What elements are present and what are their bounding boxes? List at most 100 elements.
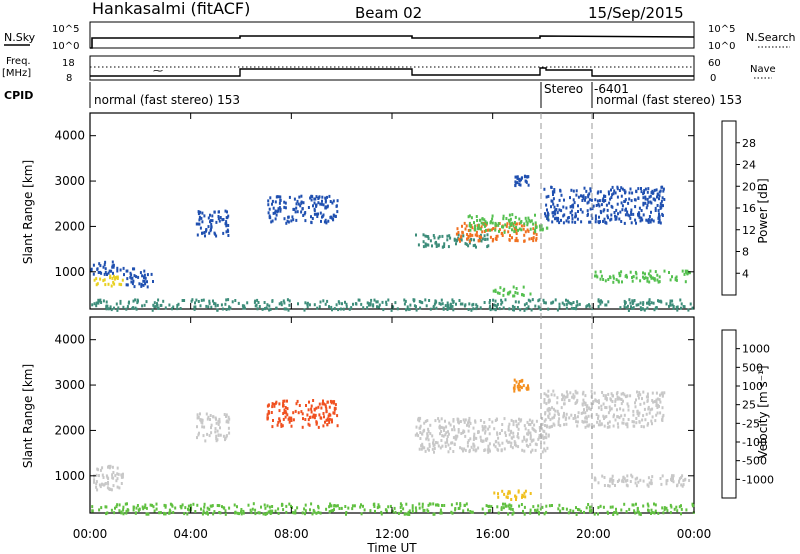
velocity-echo-r3: [295, 402, 298, 406]
velocity-echo-r1: [317, 504, 320, 508]
velocity-echo-r7: [563, 398, 566, 402]
velocity-echo-r1: [224, 512, 227, 516]
velocity-echo-r1: [647, 509, 650, 513]
power-echo-r3: [156, 302, 158, 306]
velocity-echo-r1: [534, 508, 536, 512]
power-echo-r8: [518, 217, 521, 221]
power-echo-r8: [528, 218, 531, 222]
power-echo-r11: [635, 189, 638, 193]
power-echo-r3: [640, 308, 643, 312]
velocity-echo-r3: [286, 407, 289, 411]
velocity-echo-r7: [597, 416, 599, 420]
velocity-echo-r2: [206, 432, 209, 436]
power-echo-r8: [483, 218, 486, 222]
velocity-echo-r1: [408, 513, 411, 516]
velocity-echo-r7: [622, 408, 625, 412]
velocity-echo-r4: [538, 426, 541, 429]
power-echo-r12: [635, 276, 638, 280]
velocity-echo-r4: [425, 437, 428, 441]
velocity-echo-r3: [266, 404, 269, 408]
power-echo-r3: [633, 299, 636, 302]
velocity-echo-r1: [213, 510, 216, 514]
velocity-echo-r6: [524, 495, 527, 499]
velocity-echo-r1: [450, 503, 453, 507]
power-echo-r11: [630, 210, 633, 214]
freq-label: Freq.: [6, 56, 31, 67]
power-echo-r9: [520, 178, 522, 182]
power-echo-r0: [103, 278, 106, 282]
velocity-echo-r7: [633, 424, 636, 428]
power-echo-r11: [620, 194, 623, 198]
power-echo-r3: [357, 298, 360, 302]
velocity-echo-r7: [588, 407, 591, 411]
power-echo-r3: [113, 306, 115, 310]
power-echo-r5: [279, 207, 282, 211]
velocity-echo-r4: [544, 449, 547, 453]
velocity-echo-r1: [249, 508, 252, 512]
beam-title: Beam 02: [355, 4, 422, 22]
velocity-echo-r2: [209, 418, 211, 421]
power-echo-r11: [586, 209, 589, 213]
power-echo-r5: [336, 199, 339, 203]
power-echo-r5: [315, 195, 318, 199]
power-echo-r9: [515, 181, 518, 185]
velocity-echo-r1: [329, 502, 332, 506]
velocity-echo-r7: [656, 397, 659, 401]
velocity-echo-r2: [214, 416, 217, 420]
power-echo-r3: [242, 306, 245, 310]
velocity-echo-r7: [547, 407, 550, 411]
power-echo-r3: [376, 305, 378, 309]
power-echo-r9: [516, 181, 519, 185]
power-echo-r5: [285, 221, 288, 225]
power-echo-r11: [575, 189, 578, 193]
power-echo-r11: [595, 204, 598, 207]
power-colorbar-label: Power [dB]: [756, 178, 770, 243]
power-echo-r11: [618, 189, 621, 192]
velocity-echo-r7: [607, 411, 610, 415]
velocity-echo-r1: [426, 508, 429, 512]
noise-tick-bottom-right: 10^0: [708, 41, 735, 52]
power-echo-r11: [654, 198, 657, 202]
velocity-echo-r4: [415, 425, 418, 429]
velocity-echo-r1: [163, 503, 166, 507]
power-echo-r3: [283, 307, 286, 311]
power-echo-r4: [201, 231, 203, 235]
velocity-echo-r6: [517, 489, 520, 493]
velocity-echo-r1: [208, 507, 211, 511]
velocity-echo-r3: [308, 416, 311, 419]
power-echo-r5: [294, 210, 297, 214]
velocity-echo-r7: [604, 396, 607, 400]
velocity-echo-r1: [266, 504, 269, 508]
power-echo-r3: [641, 307, 644, 311]
velocity-echo-r4: [526, 420, 529, 424]
velocity-echo-r8: [616, 480, 619, 483]
velocity-echo-r4: [528, 418, 531, 422]
power-echo-r3: [168, 303, 171, 307]
power-echo-r11: [624, 190, 627, 194]
velocity-echo-r1: [277, 511, 280, 515]
power-echo-r3: [225, 298, 228, 302]
power-echo-r7: [460, 235, 462, 239]
power-echo-r3: [599, 302, 602, 306]
power-echo-r8: [526, 221, 529, 225]
velocity-echo-r0: [95, 473, 98, 477]
power-echo-r6: [422, 245, 425, 249]
power-echo-r7: [501, 231, 503, 235]
velocity-echo-r1: [400, 503, 403, 507]
velocity-echo-r1: [329, 510, 331, 514]
velocity-echo-r3: [320, 406, 323, 410]
power-echo-r5: [336, 210, 339, 214]
velocity-echo-r4: [424, 449, 427, 453]
velocity-echo-r1: [288, 502, 291, 506]
power-echo-r11: [590, 198, 593, 202]
velocity-echo-r2: [203, 425, 206, 429]
velocity-echo-r1: [340, 506, 343, 510]
power-echo-r1: [104, 260, 107, 264]
power-echo-r11: [634, 218, 637, 222]
velocity-colorbar-tick-label: -100: [742, 436, 767, 449]
power-echo-r11: [588, 192, 591, 196]
power-echo-r5: [327, 219, 330, 223]
power-echo-r0: [93, 278, 96, 282]
velocity-echo-r3: [327, 414, 330, 418]
power-echo-r11: [632, 212, 635, 216]
